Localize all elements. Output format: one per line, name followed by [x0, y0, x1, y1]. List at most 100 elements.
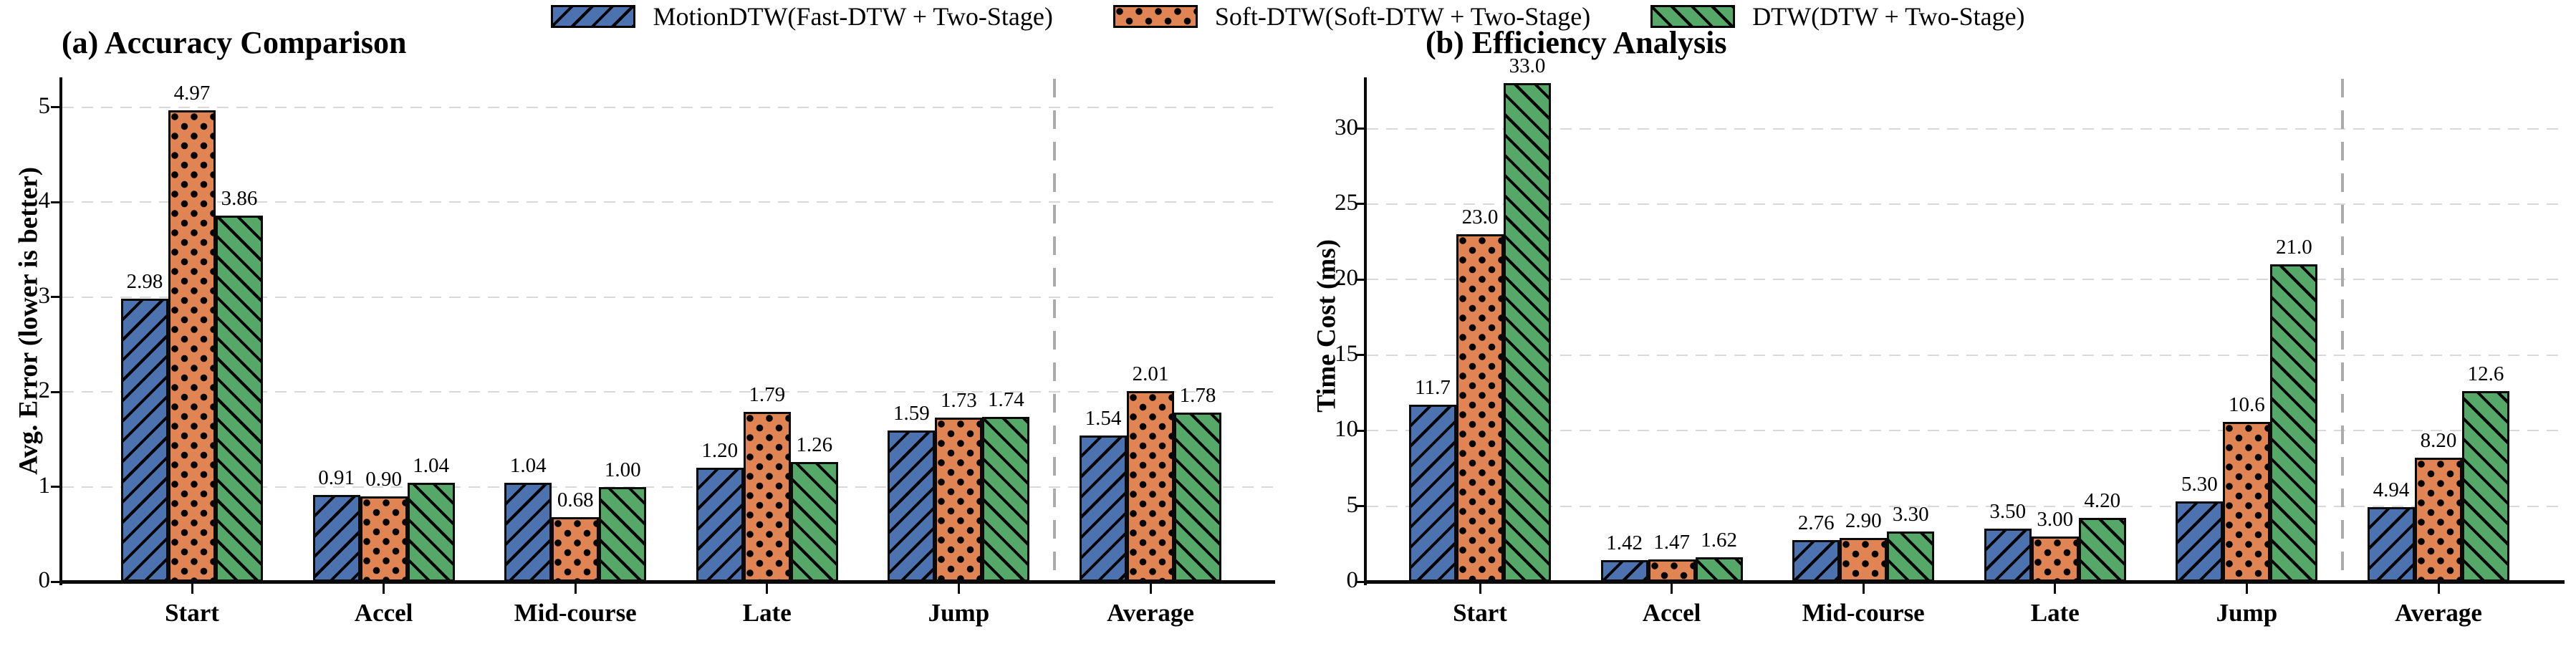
- bar-value-label: 23.0: [1461, 206, 1499, 229]
- x-tick-mark: [574, 584, 577, 594]
- gridline: [62, 201, 1275, 203]
- bar-back-diagonal: [2270, 264, 2318, 582]
- bar-value-label: 2.76: [1797, 511, 1835, 534]
- bar-dots: [2031, 536, 2079, 582]
- bar-value-label: 1.26: [796, 433, 833, 457]
- y-tick-mark: [1355, 580, 1367, 583]
- bar-forward-diagonal: [1600, 560, 1648, 582]
- y-tick-label: 0: [1346, 567, 1359, 593]
- y-tick-label: 0: [38, 567, 51, 593]
- legend-label: DTW(DTW + Two-Stage): [1752, 2, 2025, 31]
- legend-label: MotionDTW(Fast-DTW + Two-Stage): [653, 2, 1053, 31]
- gridline: [1367, 279, 2565, 281]
- bar-value-label: 2.98: [126, 270, 163, 294]
- bar-forward-diagonal: [312, 495, 360, 582]
- x-tick-label: Mid-course: [1802, 599, 1925, 627]
- bar-dots: [935, 417, 983, 582]
- bar-dots: [1127, 390, 1174, 582]
- separator-line: [1053, 79, 1057, 582]
- gridline: [62, 296, 1275, 298]
- y-tick-label: 15: [1335, 340, 1358, 367]
- y-axis-spine: [59, 77, 62, 585]
- bar-forward-diagonal: [888, 430, 936, 582]
- bar-dots: [552, 516, 600, 582]
- gridline: [62, 391, 1275, 393]
- x-tick-label: Start: [165, 599, 219, 627]
- bar-value-label: 2.90: [1845, 509, 1882, 532]
- y-tick-label: 10: [1335, 416, 1358, 443]
- legend-label: Soft-DTW(Soft-DTW + Two-Stage): [1214, 2, 1591, 31]
- bar-value-label: 0.91: [318, 466, 355, 490]
- x-tick-mark: [191, 584, 193, 594]
- legend-swatch-orange-dots-icon: [1112, 5, 1198, 28]
- bar-value-label: 1.54: [1085, 407, 1122, 430]
- bar-back-diagonal: [599, 486, 647, 582]
- bar-back-diagonal: [216, 215, 263, 582]
- y-tick-label: 30: [1335, 114, 1358, 140]
- legend: MotionDTW(Fast-DTW + Two-Stage) Soft-DTW…: [0, 1, 2576, 32]
- x-tick-mark: [1862, 584, 1865, 594]
- y-tick-mark: [1355, 127, 1367, 130]
- bar-back-diagonal: [407, 483, 455, 582]
- x-tick-label: Jump: [928, 599, 990, 627]
- gridline: [62, 106, 1275, 108]
- bar-forward-diagonal: [121, 299, 168, 582]
- bar-value-label: 1.20: [701, 439, 739, 463]
- bar-value-label: 10.6: [2229, 393, 2265, 416]
- x-tick-label: Average: [1107, 599, 1194, 627]
- bar-value-label: 4.94: [2373, 478, 2410, 501]
- bar-value-label: 1.78: [1179, 384, 1216, 408]
- y-tick-label: 5: [38, 92, 51, 119]
- x-axis-spine: [1364, 580, 2565, 584]
- bar-back-diagonal: [1887, 531, 1935, 582]
- bar-back-diagonal: [1174, 413, 1221, 582]
- x-tick-mark: [1671, 584, 1673, 594]
- gridline: [1367, 127, 2565, 130]
- separator-line: [2341, 79, 2345, 582]
- gridline: [62, 486, 1275, 488]
- y-tick-label: 25: [1335, 189, 1358, 216]
- gridline: [1367, 505, 2565, 507]
- bar-value-label: 3.86: [221, 186, 258, 210]
- bar-value-label: 21.0: [2276, 236, 2312, 259]
- bar-value-label: 1.00: [604, 458, 641, 481]
- bar-dots: [2415, 458, 2462, 582]
- bar-forward-diagonal: [1080, 436, 1127, 582]
- bar-back-diagonal: [790, 462, 838, 582]
- bar-forward-diagonal: [2368, 506, 2415, 582]
- y-tick-label: 2: [38, 377, 51, 404]
- chart-b-title: (b) Efficiency Analysis: [1426, 25, 1727, 60]
- bar-value-label: 1.04: [413, 454, 449, 478]
- bar-dots: [360, 496, 408, 582]
- y-tick-mark: [51, 390, 62, 393]
- bar-value-label: 1.73: [941, 388, 977, 412]
- gridline: [1367, 203, 2565, 205]
- x-tick-mark: [2437, 584, 2440, 594]
- x-tick-label: Late: [2030, 599, 2080, 627]
- x-tick-mark: [2245, 584, 2248, 594]
- legend-swatch-blue-forward-hatch-icon: [551, 5, 636, 28]
- bar-value-label: 8.20: [2420, 429, 2457, 453]
- y-tick-label: 5: [1346, 491, 1359, 518]
- x-tick-label: Accel: [1642, 599, 1701, 627]
- x-tick-label: Mid-course: [514, 599, 637, 627]
- legend-item-motiondtw: MotionDTW(Fast-DTW + Two-Stage): [551, 1, 1053, 32]
- bar-value-label: 0.68: [557, 488, 594, 511]
- y-tick-label: 1: [38, 472, 51, 499]
- x-tick-mark: [766, 584, 769, 594]
- y-tick-mark: [1355, 203, 1367, 206]
- bar-value-label: 1.74: [988, 388, 1024, 411]
- bar-value-label: 4.97: [173, 81, 211, 105]
- y-axis-spine: [1364, 77, 1367, 585]
- x-tick-label: Jump: [2216, 599, 2278, 627]
- bar-value-label: 3.50: [1989, 500, 2027, 524]
- y-tick-mark: [51, 106, 62, 109]
- x-tick-label: Average: [2395, 599, 2482, 627]
- bar-forward-diagonal: [1792, 539, 1840, 582]
- bar-value-label: 2.01: [1132, 362, 1169, 385]
- bar-value-label: 1.62: [1701, 528, 1737, 552]
- y-tick-mark: [1355, 278, 1367, 281]
- bar-value-label: 33.0: [1509, 54, 1546, 78]
- y-tick-label: 4: [38, 188, 51, 214]
- bar-dots: [168, 110, 216, 582]
